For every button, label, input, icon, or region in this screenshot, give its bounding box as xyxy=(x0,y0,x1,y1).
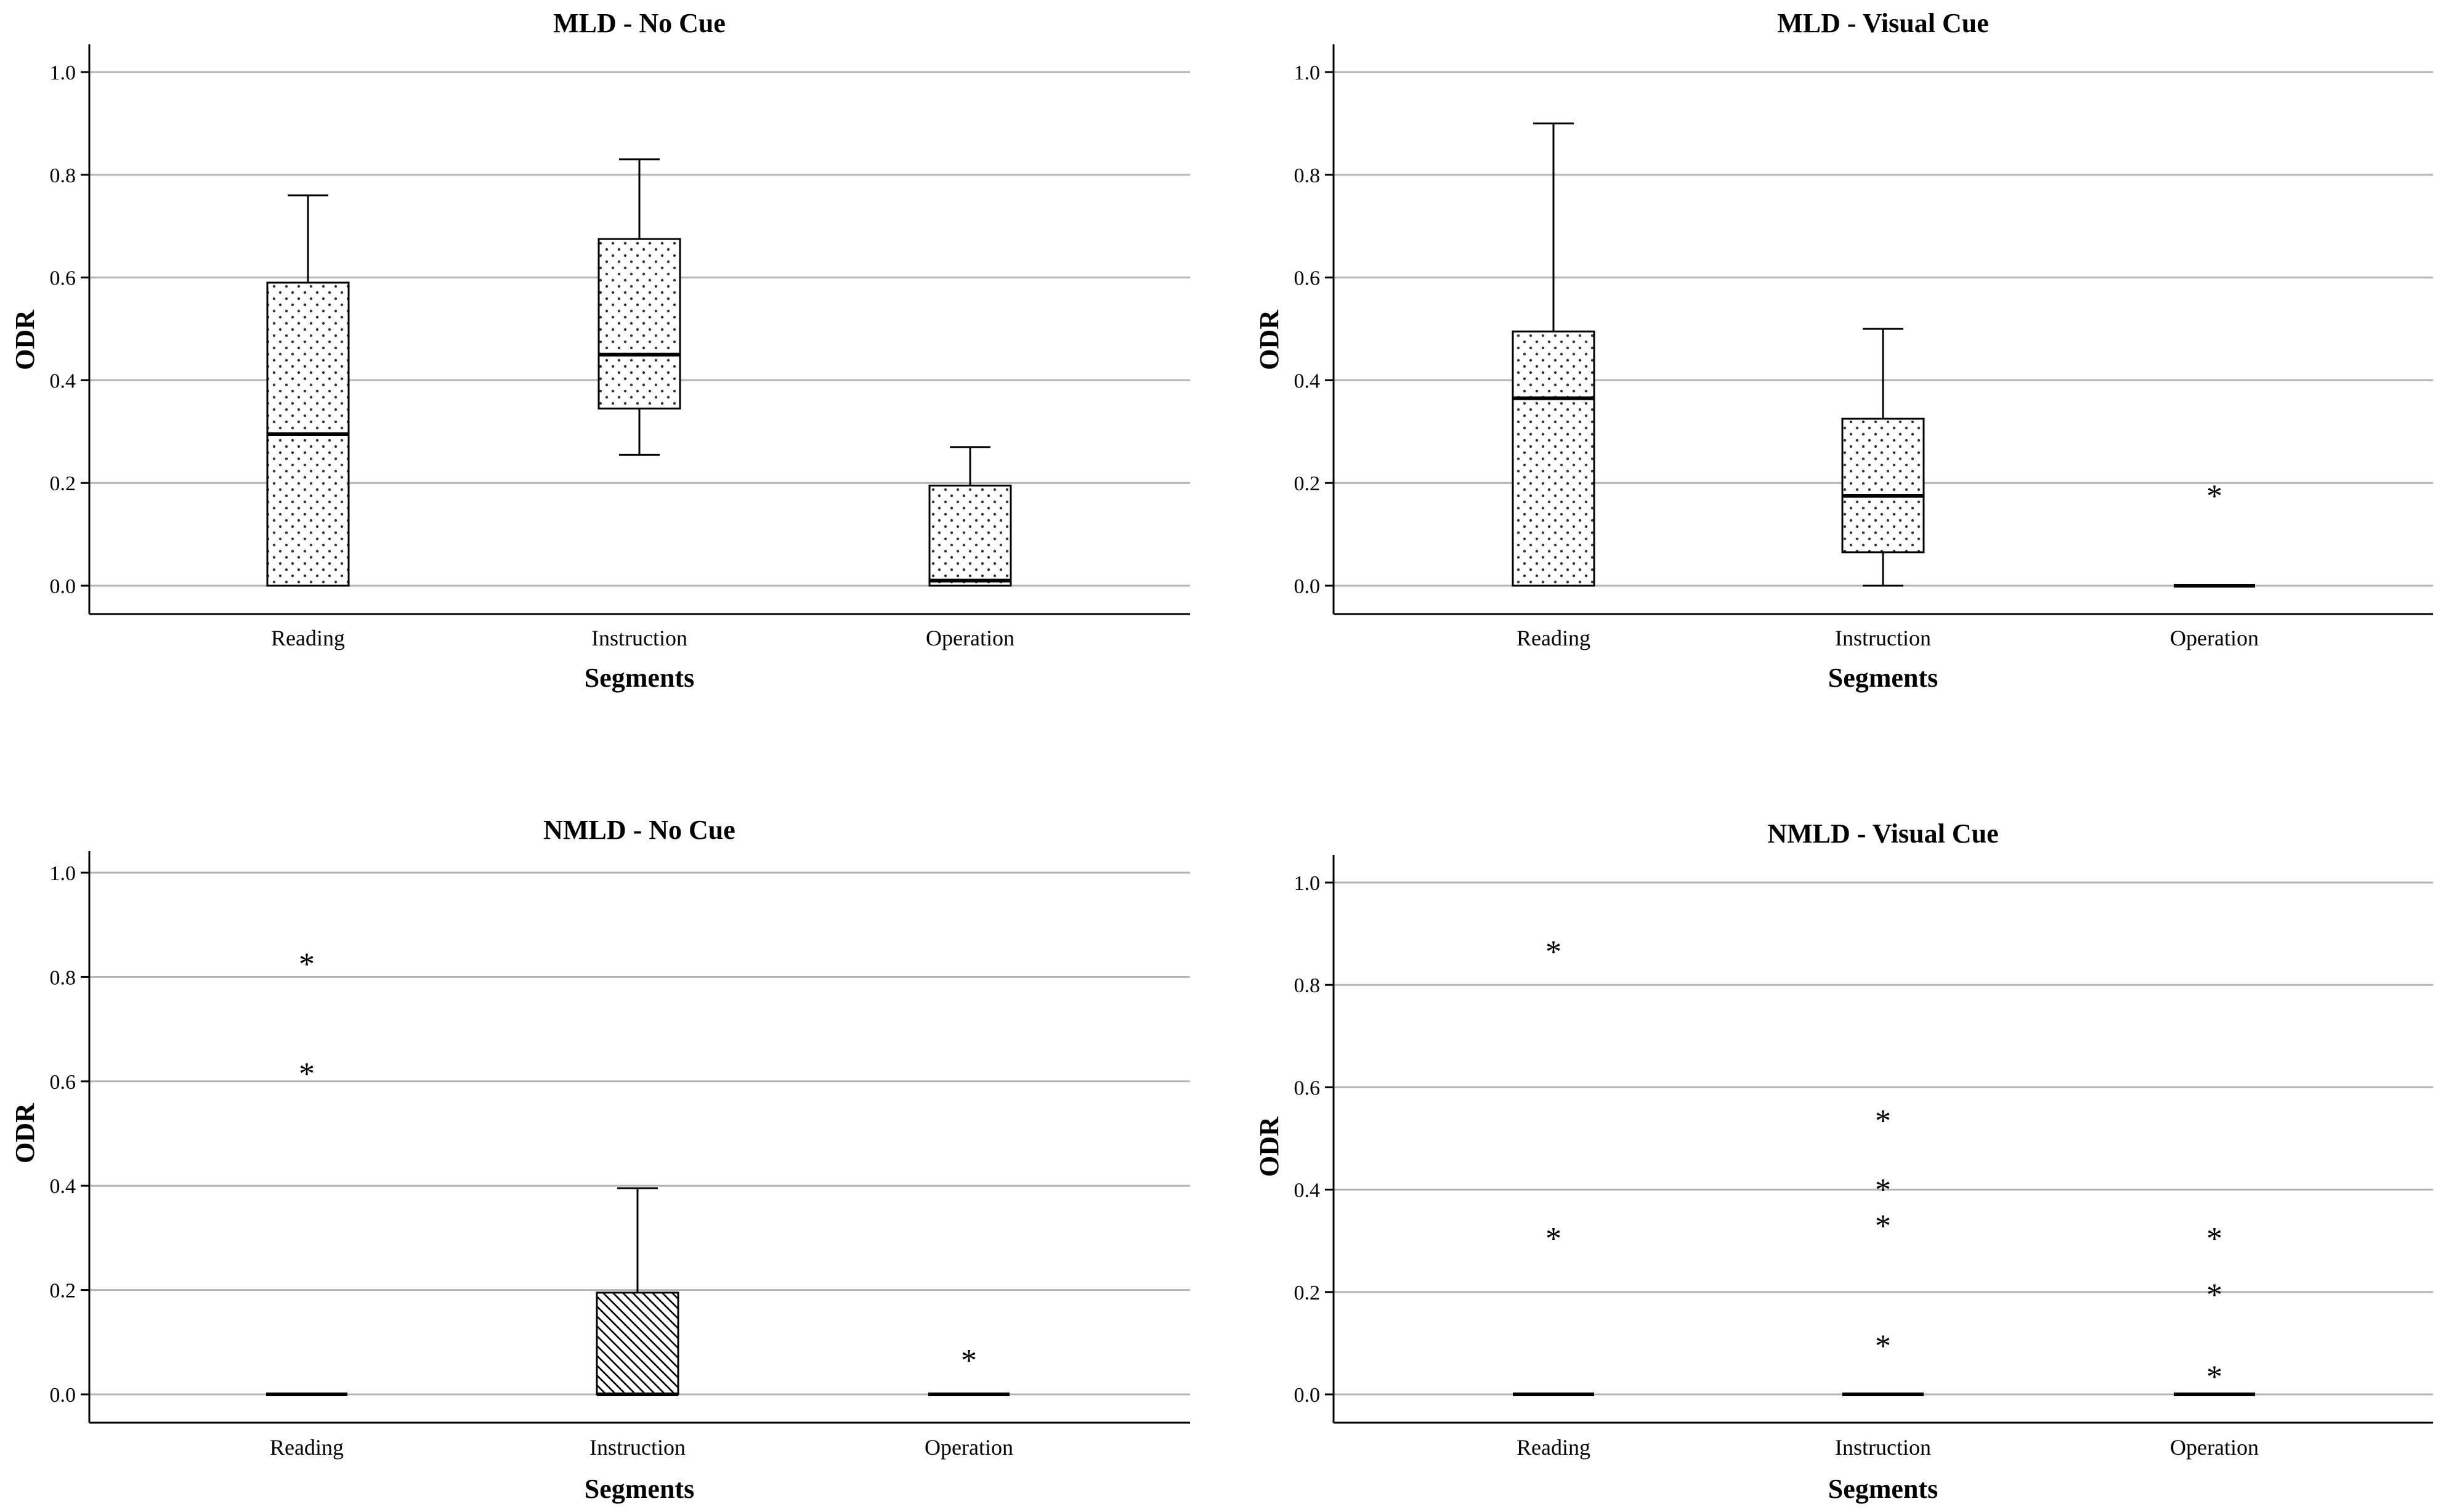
iqr-box xyxy=(928,484,1012,587)
y-tick-label: 0.0 xyxy=(1294,1384,1321,1407)
x-category-label: Instruction xyxy=(591,626,687,650)
plot-area: ********* xyxy=(1325,855,2433,1424)
outlier-marker: * xyxy=(1875,1104,1891,1139)
x-axis-label: Segments xyxy=(1828,1474,1938,1504)
outlier-marker: * xyxy=(299,1056,315,1091)
x-category-labels: Reading Instruction Operation xyxy=(271,626,1014,650)
x-category-label: Reading xyxy=(270,1435,344,1460)
box-instruction xyxy=(1841,328,1925,587)
x-category-label: Operation xyxy=(925,1435,1013,1460)
y-axis-label: ODR xyxy=(1254,1116,1284,1177)
outlier-marker: * xyxy=(2206,479,2222,514)
box-operation: * xyxy=(2174,479,2255,588)
x-category-label: Reading xyxy=(271,626,345,650)
panel-nmld-visual-cue: NMLD - Visual Cue ODR Segments 0.0 0.2 0… xyxy=(1254,819,2433,1504)
outlier-marker: * xyxy=(1545,935,1561,970)
box-reading xyxy=(266,194,350,587)
panel-mld-no-cue: MLD - No Cue ODR Segments 0.0 0.2 0.4 0.… xyxy=(10,8,1190,693)
x-category-label: Reading xyxy=(1517,1435,1590,1460)
panel-mld-visual-cue: MLD - Visual Cue ODR Segments 0.0 0.2 0.… xyxy=(1254,8,2433,693)
plot-area: * xyxy=(1325,44,2433,615)
box-instruction: **** xyxy=(1842,1104,1924,1396)
x-category-label: Operation xyxy=(2170,1435,2259,1460)
iqr-box xyxy=(1841,418,1925,554)
y-tick-label: 0.4 xyxy=(1294,370,1321,392)
x-category-labels: Reading Instruction Operation xyxy=(270,1435,1013,1460)
x-category-labels: Reading Instruction Operation xyxy=(1517,626,2259,650)
y-tick-label: 0.8 xyxy=(50,164,76,187)
y-tick-label: 0.6 xyxy=(1294,267,1321,290)
y-tick-labels: 0.0 0.2 0.4 0.6 0.8 1.0 xyxy=(1294,62,1321,598)
y-tick-label: 0.6 xyxy=(1294,1077,1321,1099)
y-axis-label: ODR xyxy=(10,309,40,370)
x-category-label: Reading xyxy=(1517,626,1590,650)
y-tick-label: 1.0 xyxy=(50,862,76,885)
box-instruction xyxy=(596,1187,679,1396)
box-operation: * * * xyxy=(2174,1221,2255,1396)
box-reading: ** xyxy=(266,947,347,1396)
outlier-marker: * xyxy=(299,947,315,982)
y-tick-label: 0.8 xyxy=(1294,164,1321,187)
y-tick-label: 0.6 xyxy=(50,1071,76,1094)
plot-area xyxy=(81,44,1190,615)
x-category-label: Instruction xyxy=(1835,626,1931,650)
x-category-label: Instruction xyxy=(589,1435,686,1460)
y-tick-labels: 0.0 0.2 0.4 0.6 0.8 1.0 xyxy=(1294,872,1321,1407)
panel-title: NMLD - No Cue xyxy=(543,815,735,845)
y-tick-label: 0.4 xyxy=(50,370,76,392)
x-category-label: Operation xyxy=(2170,626,2259,650)
y-tick-label: 0.2 xyxy=(1294,1282,1321,1304)
y-tick-labels: 0.0 0.2 0.4 0.6 0.8 1.0 xyxy=(50,62,76,598)
y-tick-label: 0.0 xyxy=(1294,575,1321,598)
y-tick-label: 1.0 xyxy=(50,62,76,84)
outlier-marker: * xyxy=(2206,1277,2222,1312)
y-tick-label: 0.8 xyxy=(50,966,76,989)
outlier-marker: * xyxy=(1545,1221,1561,1256)
y-tick-label: 0.2 xyxy=(50,1280,76,1303)
y-axis-label: ODR xyxy=(1254,309,1284,370)
y-tick-label: 0.6 xyxy=(50,267,76,290)
box-reading: ** xyxy=(1513,935,1594,1396)
iqr-box xyxy=(596,1292,679,1396)
panel-title: NMLD - Visual Cue xyxy=(1767,819,1998,849)
y-tick-label: 0.0 xyxy=(50,1384,76,1407)
outlier-marker: * xyxy=(1875,1208,1891,1243)
iqr-box xyxy=(1512,330,1595,587)
box-reading xyxy=(1512,122,1595,587)
y-tick-label: 0.2 xyxy=(50,472,76,495)
x-category-labels: Reading Instruction Operation xyxy=(1517,1435,2259,1460)
iqr-box xyxy=(597,238,681,410)
y-axis-label: ODR xyxy=(10,1102,40,1163)
plot-area: *** xyxy=(81,851,1190,1424)
x-category-label: Instruction xyxy=(1835,1435,1931,1460)
y-tick-label: 1.0 xyxy=(1294,872,1321,895)
x-axis-label: Segments xyxy=(585,1474,694,1504)
panel-nmld-no-cue: NMLD - No Cue ODR Segments 0.0 0.2 0.4 0… xyxy=(10,815,1190,1504)
panel-title: MLD - No Cue xyxy=(553,8,726,38)
outlier-marker: * xyxy=(2206,1221,2222,1256)
outlier-marker: * xyxy=(961,1343,977,1378)
outlier-marker: * xyxy=(1875,1173,1891,1208)
y-tick-label: 0.2 xyxy=(1294,472,1321,495)
panel-title: MLD - Visual Cue xyxy=(1777,8,1988,38)
x-axis-label: Segments xyxy=(1828,663,1938,693)
outlier-marker: * xyxy=(1875,1329,1891,1364)
x-category-label: Operation xyxy=(926,626,1014,650)
box-instruction xyxy=(597,158,681,456)
y-tick-label: 0.0 xyxy=(50,575,76,598)
y-tick-label: 1.0 xyxy=(1294,62,1321,84)
y-tick-label: 0.4 xyxy=(1294,1179,1321,1202)
y-tick-label: 0.8 xyxy=(1294,974,1321,997)
outlier-marker: * xyxy=(2206,1359,2222,1394)
box-operation: * xyxy=(928,1343,1010,1396)
y-tick-labels: 0.0 0.2 0.4 0.6 0.8 1.0 xyxy=(50,862,76,1407)
y-tick-label: 0.4 xyxy=(50,1175,76,1198)
x-axis-label: Segments xyxy=(585,663,694,693)
box-operation xyxy=(928,446,1012,587)
